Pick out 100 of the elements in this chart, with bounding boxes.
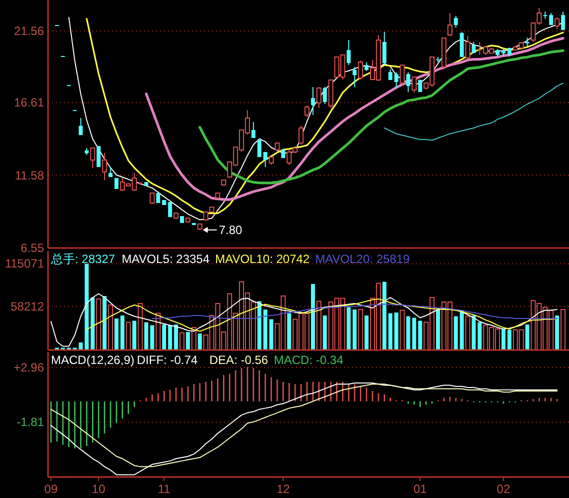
candlestick [418,79,422,92]
bar [400,310,405,350]
bar [436,310,440,350]
bar [263,310,268,350]
bar [555,316,560,350]
candlestick [168,202,172,218]
y-tick-label: -1.81 [16,415,44,430]
bar [90,298,95,350]
candlestick [150,192,155,204]
bar [352,310,357,350]
bar [114,318,118,350]
candlestick [447,12,452,37]
bar [382,282,386,350]
candlestick [298,125,304,146]
text: MAVOL20: 25819 [315,252,410,266]
line-series [86,298,558,332]
y-tick-label: 6.55 [20,241,44,255]
bar [310,284,315,350]
x-tick-label: 02 [496,482,510,496]
bar [108,304,114,350]
x-tick-label: 12 [276,482,290,496]
candlestick [406,72,410,92]
y-tick-label: 16.61 [14,96,44,110]
bar [460,310,464,350]
bar [322,316,327,350]
bar [257,301,262,350]
bar [126,322,131,350]
candlestick [561,11,566,31]
candlestick [543,11,548,20]
candlestick [465,36,470,60]
bar [358,309,364,350]
bar [150,325,154,350]
bar [465,316,470,350]
candlestick [304,105,310,118]
candlestick [454,15,458,28]
candlestick [310,86,315,116]
bar [412,318,416,350]
x-tick-label: 09 [44,482,58,496]
y-tick-label: 11.58 [14,168,44,182]
bar [478,322,482,350]
candlestick [251,122,256,138]
line-series [144,37,564,201]
bar [316,300,322,350]
bar [96,298,102,350]
bar [525,324,530,350]
candlestick [102,152,108,181]
bar [269,319,274,350]
line-series [384,82,564,141]
y-tick-label: 115071 [4,256,44,271]
candlestick [400,64,405,86]
candlestick [394,72,398,89]
candlestick [263,151,268,168]
bar [132,320,136,350]
bar [406,316,410,350]
line-series [50,293,558,347]
bar [179,332,184,350]
candlestick [382,31,386,66]
text: MAVOL5: 23354 [122,252,210,266]
bar [346,307,351,350]
annotation: 7.80 [218,222,243,237]
line-series [198,49,564,184]
bar [472,316,476,350]
bar [84,264,89,350]
series-label: 总手: 28327 [50,252,116,266]
bar [364,316,369,350]
text: DEA: -0.56 [209,353,268,367]
bar [138,303,143,350]
candlestick [316,86,322,109]
bar [287,313,292,350]
candlestick [78,118,83,136]
candlestick [554,16,560,30]
series-label: MACD: -0.34 [274,353,344,367]
bar [102,296,107,350]
bar [168,325,172,350]
bar [388,313,392,350]
bar [418,320,422,350]
candlestick [346,40,351,66]
text: MAVOL10: 20742 [215,252,310,266]
candlestick [90,148,96,169]
y-tick-label: 58212 [10,299,44,314]
y-tick-label: +2.96 [14,360,44,374]
x-tick-label: 11 [158,482,171,496]
candlestick [388,68,392,80]
y-tick-label: 21.56 [14,24,44,38]
bar [454,316,458,350]
candlestick [352,66,357,88]
bar [174,324,178,350]
candlestick [412,76,417,94]
candlestick [322,86,327,105]
bar [162,324,166,350]
chart-title: MACD(12,26,9) [51,353,134,367]
bar [144,322,148,350]
bar [186,332,190,350]
bar [198,334,202,350]
candlestick [96,146,101,168]
x-tick-label: 10 [92,482,106,496]
candlestick [549,12,554,26]
text: DIFF: -0.74 [136,353,198,367]
bar [501,329,506,350]
bar [507,330,512,350]
